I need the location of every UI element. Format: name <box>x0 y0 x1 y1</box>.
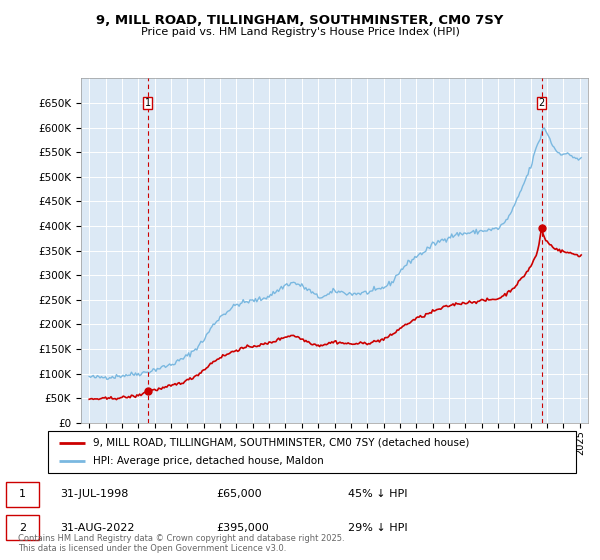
Text: £395,000: £395,000 <box>216 523 269 533</box>
Text: 2: 2 <box>539 98 545 108</box>
Text: 9, MILL ROAD, TILLINGHAM, SOUTHMINSTER, CM0 7SY: 9, MILL ROAD, TILLINGHAM, SOUTHMINSTER, … <box>97 14 503 27</box>
Text: 1: 1 <box>145 98 151 108</box>
Text: Price paid vs. HM Land Registry's House Price Index (HPI): Price paid vs. HM Land Registry's House … <box>140 27 460 37</box>
Text: HPI: Average price, detached house, Maldon: HPI: Average price, detached house, Mald… <box>93 456 323 466</box>
FancyBboxPatch shape <box>48 431 576 473</box>
Text: Contains HM Land Registry data © Crown copyright and database right 2025.
This d: Contains HM Land Registry data © Crown c… <box>18 534 344 553</box>
Text: 31-JUL-1998: 31-JUL-1998 <box>60 489 128 499</box>
Text: 29% ↓ HPI: 29% ↓ HPI <box>348 523 407 533</box>
Text: 45% ↓ HPI: 45% ↓ HPI <box>348 489 407 499</box>
Text: 9, MILL ROAD, TILLINGHAM, SOUTHMINSTER, CM0 7SY (detached house): 9, MILL ROAD, TILLINGHAM, SOUTHMINSTER, … <box>93 438 469 448</box>
Text: 31-AUG-2022: 31-AUG-2022 <box>60 523 134 533</box>
Text: £65,000: £65,000 <box>216 489 262 499</box>
Text: 1: 1 <box>19 489 26 499</box>
Text: 2: 2 <box>19 523 26 533</box>
